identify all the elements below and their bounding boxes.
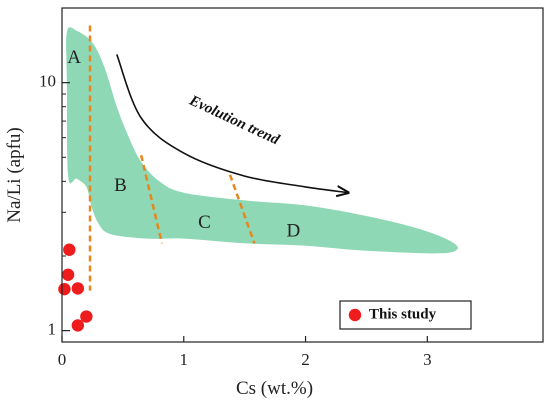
x-tick-label: 2 xyxy=(301,350,310,369)
data-point xyxy=(71,282,85,295)
y-tick-label: 10 xyxy=(39,72,56,91)
compositional-field xyxy=(66,27,458,254)
data-point xyxy=(80,310,93,323)
zone-dividers xyxy=(88,25,256,291)
zone-label-b: B xyxy=(114,175,127,196)
zone-divider-3 xyxy=(228,174,256,244)
evolution-trend-arrow xyxy=(116,54,348,192)
evolution-trend-label: Evolution trend xyxy=(186,92,282,148)
data-point xyxy=(71,319,85,332)
x-tick-label: 1 xyxy=(180,350,189,369)
data-points xyxy=(58,243,93,332)
zone-labels: A B C D xyxy=(67,47,300,241)
legend: This study xyxy=(339,300,472,330)
x-tick-label: 0 xyxy=(58,350,67,369)
zone-label-d: D xyxy=(286,220,300,241)
zone-label-c: C xyxy=(198,212,211,233)
data-point xyxy=(61,268,75,281)
zone-label-a: A xyxy=(67,47,81,68)
data-point xyxy=(58,282,71,296)
zone-divider-2 xyxy=(139,154,164,244)
y-tick-label: 1 xyxy=(48,320,57,339)
legend-box xyxy=(339,300,472,330)
data-point xyxy=(63,243,76,256)
plot-frame xyxy=(61,7,544,343)
y-axis-label: Na/Li (apfu) xyxy=(4,127,25,222)
evolution-trend: Evolution trend xyxy=(116,54,348,192)
x-axis-label: Cs (wt.%) xyxy=(236,378,313,399)
x-tick-label: 3 xyxy=(423,350,432,369)
legend-marker xyxy=(348,308,362,322)
legend-label: This study xyxy=(369,306,437,322)
field-area xyxy=(66,27,458,254)
